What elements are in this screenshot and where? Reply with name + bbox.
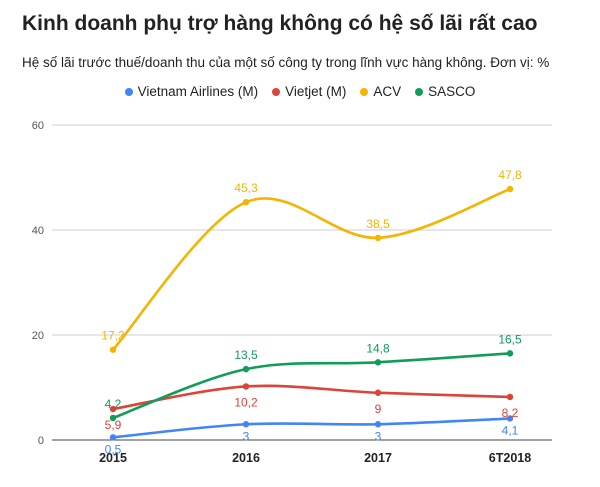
series-line-1 bbox=[111, 384, 512, 411]
legend-label: Vietnam Airlines (M) bbox=[137, 84, 259, 99]
data-point bbox=[109, 414, 117, 422]
legend-label: Vietjet (M) bbox=[285, 84, 347, 99]
legend-item: SASCO bbox=[415, 84, 475, 99]
data-label: 3 bbox=[375, 429, 382, 443]
legend-marker bbox=[360, 87, 369, 96]
chart-title: Kinh doanh phụ trợ hàng không có hệ số l… bbox=[22, 12, 538, 35]
data-label: 10,2 bbox=[234, 395, 258, 409]
legend-label: SASCO bbox=[428, 84, 476, 99]
data-label: 13,5 bbox=[234, 348, 258, 362]
legend-marker bbox=[124, 87, 133, 96]
y-tick-label: 40 bbox=[32, 225, 44, 237]
data-point bbox=[506, 185, 514, 193]
chart-legend: Vietnam Airlines (M) Vietjet (M) ACV SASCO bbox=[0, 84, 600, 99]
series-line-0 bbox=[111, 417, 512, 439]
legend-item: Vietjet (M) bbox=[272, 84, 346, 99]
data-point bbox=[374, 234, 382, 242]
x-tick-label: 6T2018 bbox=[489, 451, 531, 465]
data-point bbox=[374, 389, 382, 396]
data-point bbox=[242, 198, 250, 206]
data-point bbox=[506, 393, 514, 401]
data-point bbox=[109, 405, 117, 413]
data-label: 14,8 bbox=[366, 341, 390, 355]
y-tick-label: 0 bbox=[38, 435, 44, 447]
data-point bbox=[374, 421, 382, 428]
data-label: 5,9 bbox=[105, 418, 122, 432]
data-label: 16,5 bbox=[498, 332, 522, 346]
data-label: 8,2 bbox=[502, 406, 519, 420]
data-label: 4,2 bbox=[105, 397, 122, 411]
data-point bbox=[109, 434, 117, 441]
legend-item: Vietnam Airlines (M) bbox=[124, 84, 259, 99]
y-tick-label: 60 bbox=[32, 120, 44, 132]
data-label: 17,2 bbox=[101, 329, 125, 343]
y-tick-label: 20 bbox=[32, 330, 44, 342]
data-label: 45,3 bbox=[234, 181, 258, 195]
x-tick-label: 2015 bbox=[99, 451, 127, 465]
data-label: 0,5 bbox=[105, 442, 122, 456]
data-point bbox=[242, 365, 250, 373]
data-point bbox=[242, 383, 250, 390]
legend-marker bbox=[415, 87, 424, 96]
legend-item: ACV bbox=[360, 84, 401, 99]
chart-subtitle: Hệ số lãi trước thuế/doanh thu của một s… bbox=[22, 55, 550, 70]
data-point bbox=[374, 359, 382, 366]
data-point bbox=[242, 421, 250, 428]
data-label: 38,5 bbox=[366, 217, 390, 231]
data-label: 4,1 bbox=[502, 423, 519, 437]
data-point bbox=[506, 350, 514, 357]
x-tick-label: 2017 bbox=[364, 451, 392, 465]
legend-marker bbox=[272, 87, 281, 96]
data-label: 47,8 bbox=[498, 168, 522, 182]
data-label: 3 bbox=[243, 429, 250, 443]
series-line-3 bbox=[111, 352, 512, 420]
data-label: 9 bbox=[375, 402, 382, 416]
data-point bbox=[109, 346, 117, 353]
data-point bbox=[506, 415, 514, 422]
series-line-2 bbox=[111, 187, 512, 351]
x-tick-label: 2016 bbox=[232, 451, 260, 465]
legend-label: ACV bbox=[373, 84, 402, 99]
